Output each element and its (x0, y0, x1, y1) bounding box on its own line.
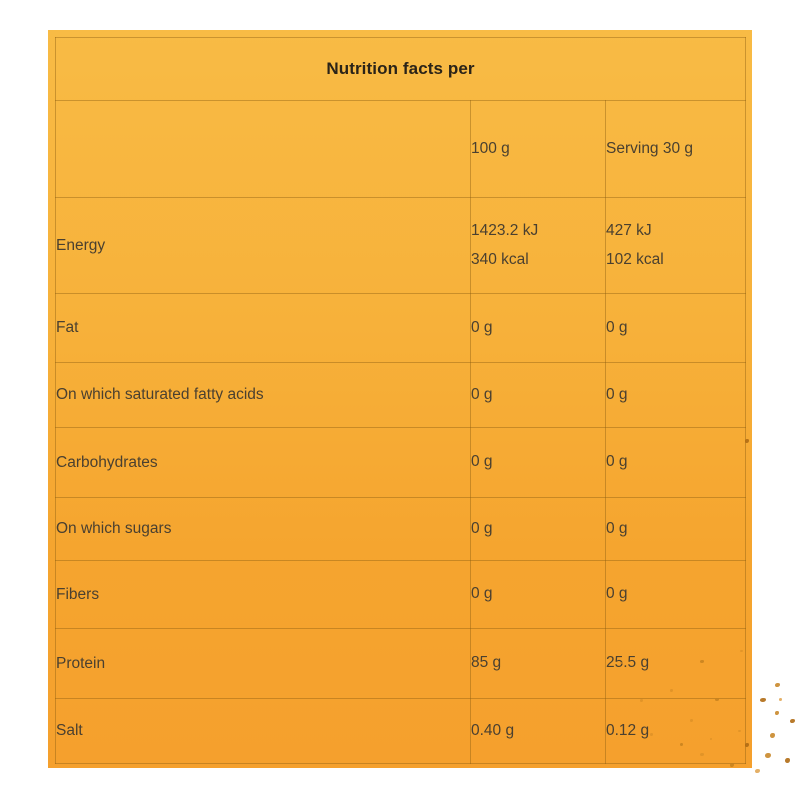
nutrient-per-serving: 25.5 g (604, 628, 747, 699)
column-header-empty (55, 100, 471, 198)
nutrition-panel: Nutrition facts per 100 g Serving 30 g E… (48, 30, 795, 773)
nutrient-per-serving: 0.12 g (604, 698, 747, 764)
column-header-row: 100 g Serving 30 g (55, 100, 747, 198)
column-header-serving: Serving 30 g (604, 100, 747, 198)
table-row-energy: Energy 1423.2 kJ 340 kcal 427 kJ 102 kca… (55, 197, 747, 294)
nutrient-per-100g: 0 g (470, 560, 606, 629)
nutrient-per-serving: 0 g (604, 497, 747, 561)
nutrient-label: Carbohydrates (55, 427, 471, 498)
nutrient-label: On which sugars (55, 497, 471, 561)
nutrient-per-100g: 85 g (470, 628, 606, 699)
table-title-row: Nutrition facts per (54, 37, 747, 101)
table-row-salt: Salt 0.40 g 0.12 g (55, 698, 747, 764)
nutrient-per-100g: 0 g (470, 293, 606, 363)
nutrition-facts-table: Nutrition facts per 100 g Serving 30 g E… (54, 37, 747, 764)
nutrient-label: On which saturated fatty acids (55, 362, 471, 428)
nutrient-per-100g: 0 g (470, 427, 606, 498)
nutrient-label: Salt (55, 698, 471, 764)
table-row-fibers: Fibers 0 g 0 g (55, 560, 747, 629)
table-row-saturated-fatty-acids: On which saturated fatty acids 0 g 0 g (55, 362, 747, 428)
nutrient-label: Fat (55, 293, 471, 363)
nutrient-per-100g: 0 g (470, 497, 606, 561)
nutrient-label: Protein (55, 628, 471, 699)
table-row-sugars: On which sugars 0 g 0 g (55, 497, 747, 561)
nutrient-per-100g: 0.40 g (470, 698, 606, 764)
nutrient-per-serving: 427 kJ 102 kcal (604, 197, 747, 294)
nutrient-label: Energy (55, 197, 471, 294)
nutrient-per-serving: 0 g (604, 293, 747, 363)
nutrient-per-serving: 0 g (604, 362, 747, 428)
nutrient-per-100g: 0 g (470, 362, 606, 428)
table-row-fat: Fat 0 g 0 g (55, 293, 747, 363)
table-row-carbohydrates: Carbohydrates 0 g 0 g (55, 427, 747, 498)
column-header-100g: 100 g (470, 100, 606, 198)
table-row-protein: Protein 85 g 25.5 g (55, 628, 747, 699)
table-title: Nutrition facts per (54, 37, 747, 101)
nutrient-per-100g: 1423.2 kJ 340 kcal (470, 197, 606, 294)
nutrient-label: Fibers (55, 560, 471, 629)
nutrient-per-serving: 0 g (604, 427, 747, 498)
nutrient-per-serving: 0 g (604, 560, 747, 629)
